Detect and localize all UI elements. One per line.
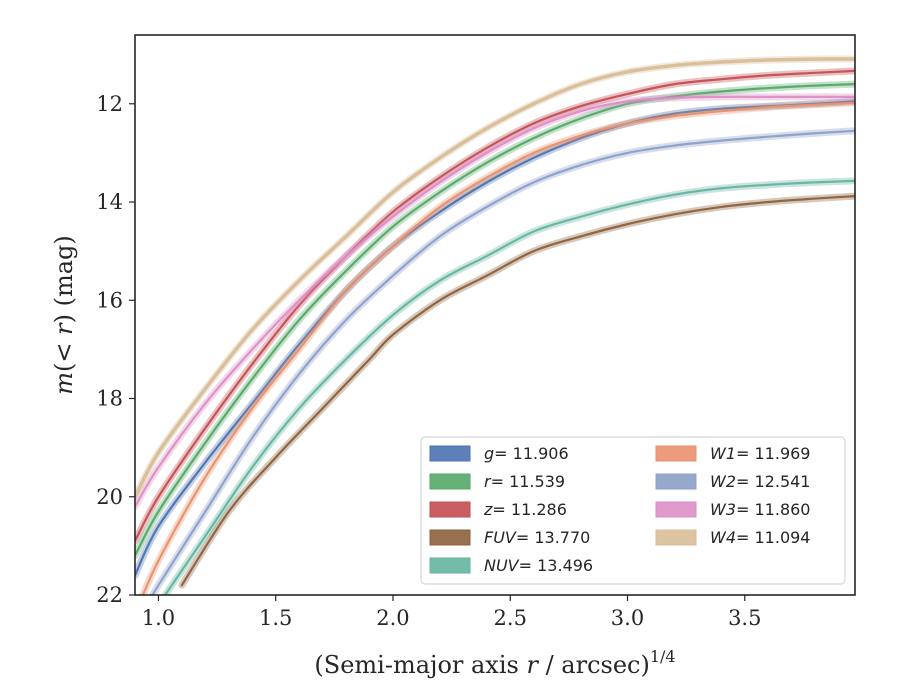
legend-label-value: = 11.539 — [491, 472, 565, 491]
legend-label-z: z= 11.286 — [483, 500, 567, 519]
x-tick-label: 2.0 — [376, 606, 409, 630]
legend-label-w4: W4= 11.094 — [710, 528, 810, 547]
x-axis-label-sup: 1/4 — [650, 647, 676, 666]
legend-swatch-fuv — [429, 529, 471, 546]
legend-label-value: = 13.496 — [519, 556, 593, 575]
legend-label-var: r — [484, 472, 492, 491]
x-axis-label-main: (Semi-major axis — [314, 651, 526, 679]
legend-swatch-g — [429, 445, 471, 462]
legend-swatch-w2 — [655, 473, 697, 490]
series-line-g — [135, 100, 855, 577]
x-tick-label: 1.5 — [259, 606, 292, 630]
legend-swatch-w1 — [655, 445, 697, 462]
legend-label-var: W3 — [710, 500, 736, 519]
axis-ticks: 1.0 1.5 2.0 2.5 3.0 3.5 12 14 16 18 20 22 — [96, 92, 761, 630]
legend-label-value: = 11.286 — [492, 500, 566, 519]
y-tick-label: 12 — [96, 92, 123, 116]
legend-label-var: g — [484, 444, 494, 463]
legend-label-nuv: NUV= 13.496 — [484, 556, 593, 575]
y-axis-label-mid2: ) (mag) — [50, 235, 78, 323]
legend-label-value: = 11.094 — [736, 528, 810, 547]
plot-frame — [134, 34, 856, 596]
legend-label-w3: W3= 11.860 — [710, 500, 810, 519]
legend-label-r: r= 11.539 — [484, 472, 565, 491]
y-tick-label: 16 — [96, 288, 123, 312]
x-axis-label-rest: / arcsec) — [538, 651, 650, 679]
legend-label-value: = 12.541 — [736, 472, 810, 491]
series-line-w2 — [151, 129, 855, 595]
series-line-w1 — [141, 101, 855, 595]
legend-label-var: W1 — [710, 444, 736, 463]
series-line-w4 — [135, 57, 855, 499]
series-line-nuv — [163, 179, 855, 595]
legend-label-value: = 11.860 — [736, 500, 810, 519]
legend-label-fuv: FUV= 13.770 — [484, 528, 590, 547]
series-line-r — [135, 83, 855, 557]
series-layer — [135, 55, 855, 595]
y-axis-label-var2: r — [50, 322, 78, 335]
legend-swatch-nuv — [429, 557, 471, 574]
legend-label-var: W4 — [710, 528, 736, 547]
legend-swatch-w3 — [655, 501, 697, 518]
legend-swatch-w4 — [655, 529, 697, 546]
y-tick-label: 18 — [96, 387, 123, 411]
series-line-z — [135, 69, 855, 543]
legend-label-var: NUV — [484, 556, 520, 575]
legend-label-value: = 11.906 — [494, 444, 568, 463]
series-line-fuv — [180, 195, 855, 587]
x-axis-label: (Semi-major axis r / arcsec)1/4 — [314, 647, 675, 679]
y-tick-label: 22 — [96, 583, 123, 607]
x-tick-label: 3.5 — [728, 606, 761, 630]
legend-label-w1: W1= 11.969 — [710, 444, 810, 463]
x-tick-label: 1.0 — [142, 606, 175, 630]
legend-swatch-z — [429, 501, 471, 518]
legend-frame — [420, 436, 846, 585]
y-axis-label-mid1: (< — [50, 335, 78, 372]
legend-label-w2: W2= 12.541 — [710, 472, 810, 491]
y-tick-label: 20 — [96, 485, 123, 509]
y-tick-label: 14 — [96, 190, 123, 214]
y-axis-label-var1: m — [50, 372, 78, 395]
series-line-w3 — [135, 95, 855, 508]
legend-label-value: = 11.969 — [736, 444, 810, 463]
legend-swatch-r — [429, 473, 471, 490]
x-tick-label: 3.0 — [611, 606, 644, 630]
legend-label-var: W2 — [710, 472, 736, 491]
x-tick-label: 2.5 — [494, 606, 527, 630]
legend-label-value: = 13.770 — [516, 528, 590, 547]
y-axis-label: m(< r) (mag) — [50, 235, 78, 395]
legend-label-var: z — [483, 500, 493, 519]
legend-label-g: g= 11.906 — [484, 444, 569, 463]
x-axis-label-var: r — [526, 651, 539, 679]
legend-label-var: FUV — [484, 528, 517, 547]
